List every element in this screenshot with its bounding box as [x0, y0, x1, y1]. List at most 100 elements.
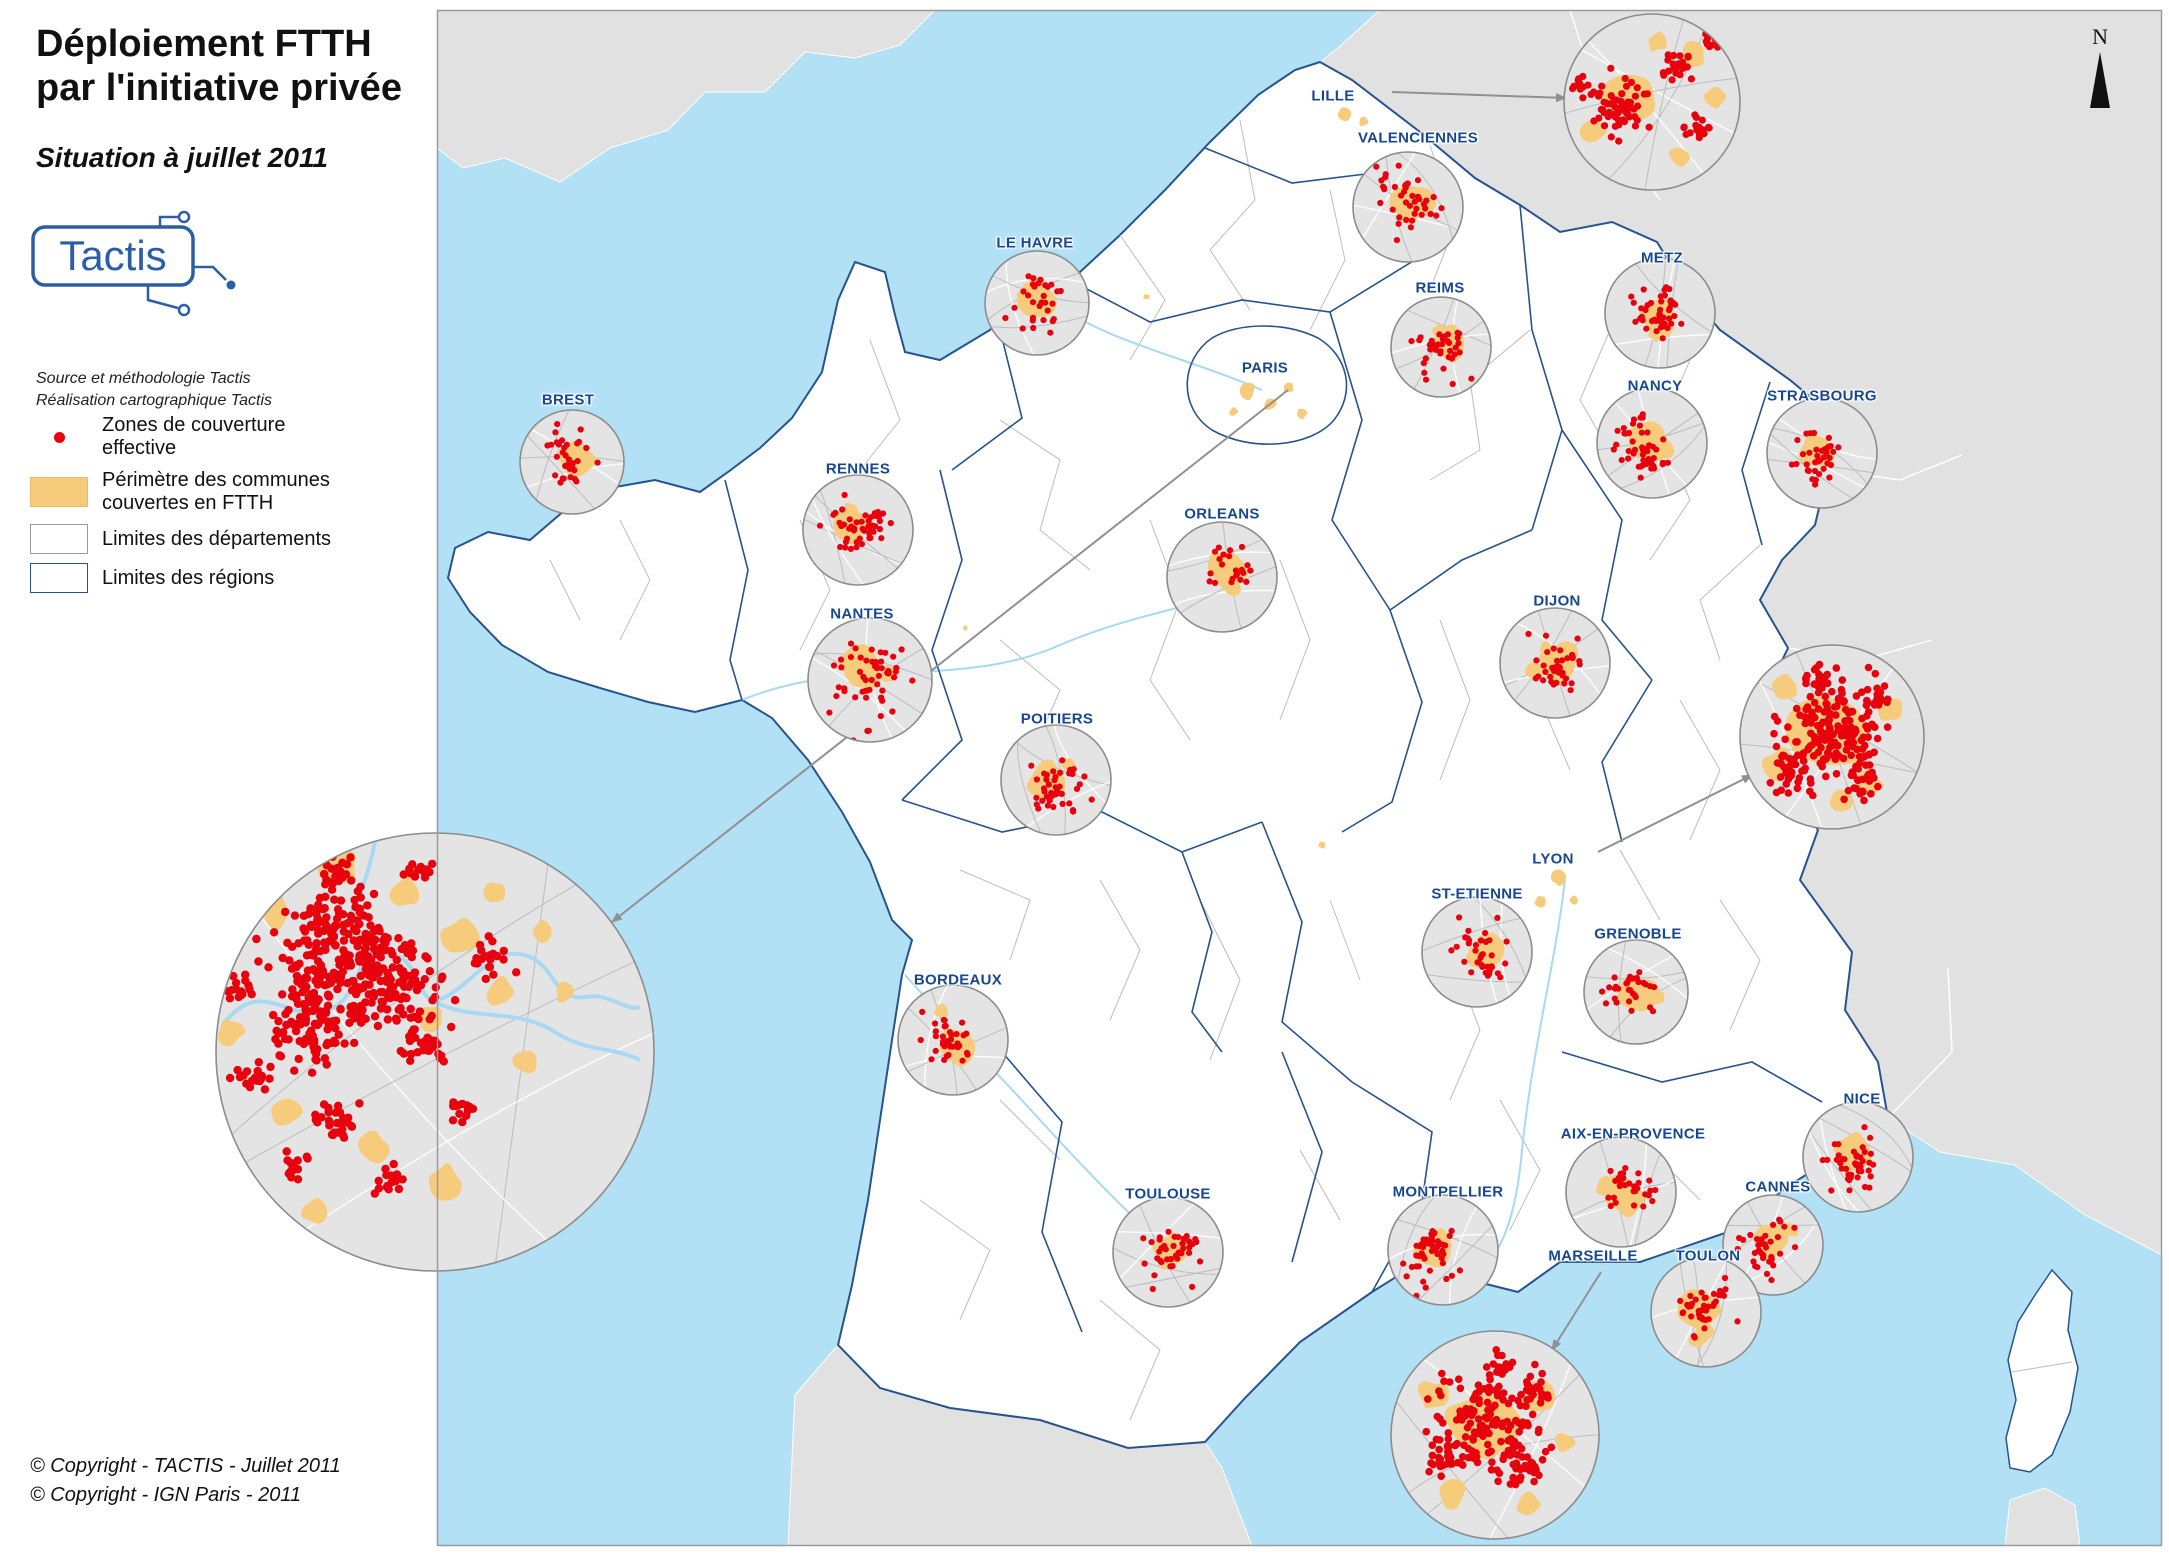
- inset-nantes: [807, 617, 933, 743]
- commune-area-spot: [1550, 869, 1567, 886]
- legend-item-departements: Limites des départements: [30, 524, 360, 554]
- dept-border-swatch: [30, 524, 88, 554]
- zoom-arrow: [1597, 774, 1753, 853]
- legend-label: Limites des départements: [102, 527, 332, 550]
- inset-toulon: [1650, 1256, 1762, 1368]
- commune-area-spot: [1337, 107, 1352, 122]
- north-arrow: N: [2090, 24, 2110, 108]
- page-subtitle: Situation à juillet 2011: [36, 142, 329, 173]
- inset-coverage-dots: [1605, 1165, 1659, 1210]
- region-border-swatch: [30, 563, 88, 593]
- inset-dijon: [1499, 607, 1611, 719]
- inset-zoom-paris: [215, 832, 655, 1272]
- inset-coverage-dots: [1373, 162, 1445, 244]
- inset-coverage-dots: [1422, 1346, 1556, 1489]
- commune-coverage-areas: [963, 107, 1578, 908]
- tactis-logo-text: Tactis: [59, 232, 166, 279]
- map-border: [436, 9, 2163, 1547]
- inset-coverage-dots: [1525, 630, 1583, 694]
- inset-rennes: [802, 474, 914, 586]
- page-title: Déploiement FTTH par l'initiative privée: [36, 22, 402, 110]
- inset-coverage-dots: [819, 640, 916, 742]
- england-landmass: [436, 9, 937, 183]
- inset-grenoble: [1583, 939, 1689, 1045]
- legend: Zones de couverture effective Périmètre …: [30, 414, 360, 602]
- north-label: N: [2092, 24, 2108, 49]
- inset-coverage-dots: [1766, 660, 1892, 805]
- inset-coverage-dots: [1610, 411, 1671, 481]
- zoom-arrow: [1551, 1271, 1602, 1351]
- commune-area-spot: [1534, 896, 1546, 908]
- commune-area-swatch: [30, 477, 88, 507]
- city-insets: [215, 13, 1925, 1540]
- copyright-line1: © Copyright - TACTIS - Juillet 2011: [30, 1455, 341, 1477]
- inset-orleans: [1166, 521, 1278, 633]
- coverage-dot-swatch: [30, 431, 88, 443]
- inset-coverage-dots: [1628, 284, 1685, 342]
- inset-toulouse: [1112, 1196, 1224, 1308]
- source-note: Source et méthodologie Tactis Réalisatio…: [36, 368, 272, 411]
- page-title-line2: par l'initiative privée: [36, 67, 402, 110]
- source-line1: Source et méthodologie Tactis: [36, 370, 251, 387]
- legend-label: Périmètre des communes couvertes en FTTH: [102, 469, 330, 514]
- zoom-arrow: [611, 389, 1289, 923]
- tactis-logo: Tactis: [28, 205, 258, 330]
- inset-brest: [519, 409, 625, 515]
- inset-coverage-dots: [1028, 757, 1095, 815]
- inset-poitiers: [1000, 724, 1112, 836]
- inset-nice: [1802, 1101, 1914, 1213]
- legend-item-coverage: Zones de couverture effective: [30, 414, 360, 460]
- inset-coverage-dots: [1677, 1274, 1741, 1341]
- inset-coverage-dots: [1734, 1216, 1799, 1284]
- inset-coverage-dots: [1206, 543, 1254, 587]
- commune-area-spot: [1239, 382, 1255, 401]
- legend-item-regions: Limites des régions: [30, 563, 360, 593]
- commune-area-spot: [963, 625, 968, 631]
- inset-valenciennes: [1352, 151, 1464, 263]
- inset-metz: [1604, 257, 1716, 369]
- inset-coverage-dots: [1788, 429, 1842, 488]
- source-line2: Réalisation cartographique Tactis: [36, 391, 272, 409]
- inset-coverage-dots: [1002, 273, 1064, 336]
- page-title-line1: Déploiement FTTH: [36, 23, 372, 65]
- inset-zoom-lille: [1563, 13, 1741, 191]
- inset-nancy: [1596, 387, 1708, 499]
- inset-le-havre: [984, 250, 1090, 356]
- inset-reims: [1390, 296, 1492, 398]
- commune-area-spot: [1297, 408, 1308, 420]
- legend-label: Limites des régions: [102, 566, 275, 589]
- inset-zoom-marseille: [1390, 1330, 1600, 1540]
- corsica-dept-border: [2011, 1361, 2073, 1373]
- copyright: © Copyright - TACTIS - Juillet 2011 © Co…: [30, 1452, 341, 1510]
- inset-strasbourg: [1766, 397, 1878, 509]
- copyright-line2: © Copyright - IGN Paris - 2011: [30, 1484, 302, 1506]
- inset-montpellier: [1387, 1194, 1499, 1306]
- commune-area-spot: [1229, 407, 1239, 416]
- inset-zoom-lyon: [1739, 644, 1925, 830]
- inset-bordeaux: [897, 984, 1009, 1096]
- inset-aix-en-provence: [1565, 1136, 1677, 1248]
- commune-area-spot: [1359, 116, 1369, 127]
- inset-coverage-dots: [1819, 1124, 1877, 1194]
- zoom-arrow: [1391, 91, 1567, 103]
- commune-area-spot: [1569, 895, 1578, 905]
- inset-commune-areas: [1579, 31, 1727, 167]
- corsica: [2005, 1268, 2079, 1473]
- inset-coverage-dots: [1599, 969, 1658, 1015]
- inset-coverage-dots: [816, 491, 894, 553]
- commune-area-spot: [1318, 841, 1326, 849]
- inset-arrows: [611, 91, 1753, 1351]
- inset-coverage-dots: [1400, 1227, 1463, 1299]
- commune-area-spot: [1283, 382, 1294, 393]
- inset-coverage-dots: [1448, 914, 1510, 981]
- inset-coverage-dots: [544, 421, 601, 486]
- inset-st-etienne: [1421, 896, 1533, 1008]
- inset-coverage-dots: [216, 850, 521, 1198]
- legend-label: Zones de couverture effective: [102, 414, 286, 459]
- commune-area-spot: [1143, 294, 1150, 300]
- inset-coverage-dots: [1140, 1228, 1204, 1293]
- legend-item-communes: Périmètre des communes couvertes en FTTH: [30, 469, 360, 515]
- inset-coverage-dots: [917, 1008, 971, 1064]
